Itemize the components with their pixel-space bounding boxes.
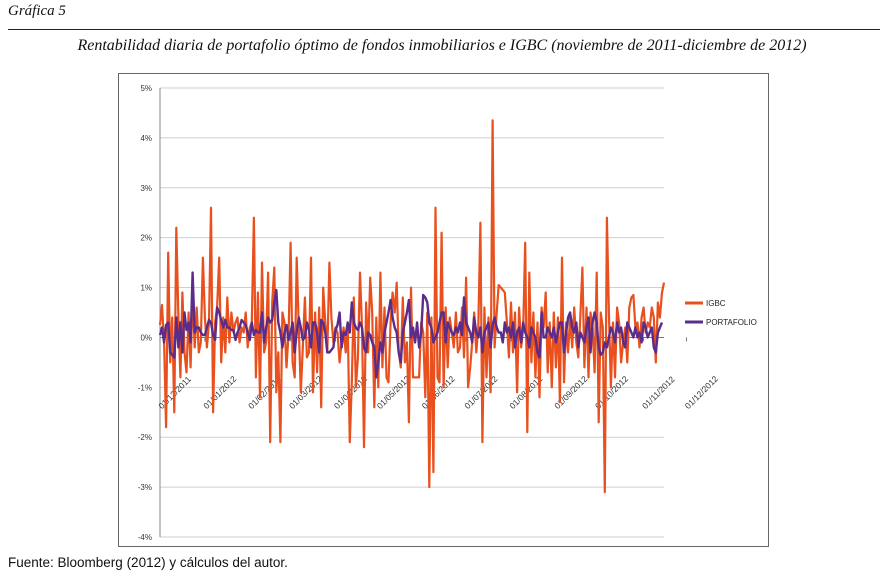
y-tick-label: -1%: [138, 383, 152, 392]
x-tick-label: 01/09/2012: [552, 374, 589, 411]
y-tick-label: -3%: [138, 483, 152, 492]
chart-title: Rentabilidad diaria de portafolio óptimo…: [77, 37, 807, 54]
series-line-portafolio: [158, 271, 664, 379]
x-tick-label: 01/12/2012: [683, 374, 720, 411]
figure-label: Gráfica 5: [8, 3, 66, 19]
x-tick-label: 01/03/2012: [287, 374, 324, 411]
series-lines: [158, 119, 666, 494]
legend-label-igbc: IGBC: [706, 299, 726, 308]
x-tick-label: 01/11/2012: [640, 374, 677, 411]
legend: IGBC PORTAFOLIO: [685, 299, 757, 327]
y-tick-labels: -4% -3% -2% -1% 0% 1% 2% 3% 4% 5%: [138, 84, 152, 542]
y-tick-label: 1%: [140, 284, 152, 293]
legend-label-portafolio: PORTAFOLIO: [706, 318, 757, 327]
source-note: Fuente: Bloomberg (2012) y cálculos del …: [8, 555, 288, 570]
y-tick-label: 4%: [140, 134, 152, 143]
y-tick-label: 0%: [140, 333, 152, 342]
title-rule: [8, 29, 880, 30]
x-tick-label: 01/01/2012: [201, 374, 238, 411]
x-tick-label: 01/05/2012: [375, 374, 412, 411]
y-tick-label: 2%: [140, 234, 152, 243]
y-tick-label: 3%: [140, 184, 152, 193]
series-line-igbc: [158, 119, 666, 494]
y-tick-label: -4%: [138, 533, 152, 542]
y-tick-label: -2%: [138, 433, 152, 442]
y-tick-label: 5%: [140, 84, 152, 93]
